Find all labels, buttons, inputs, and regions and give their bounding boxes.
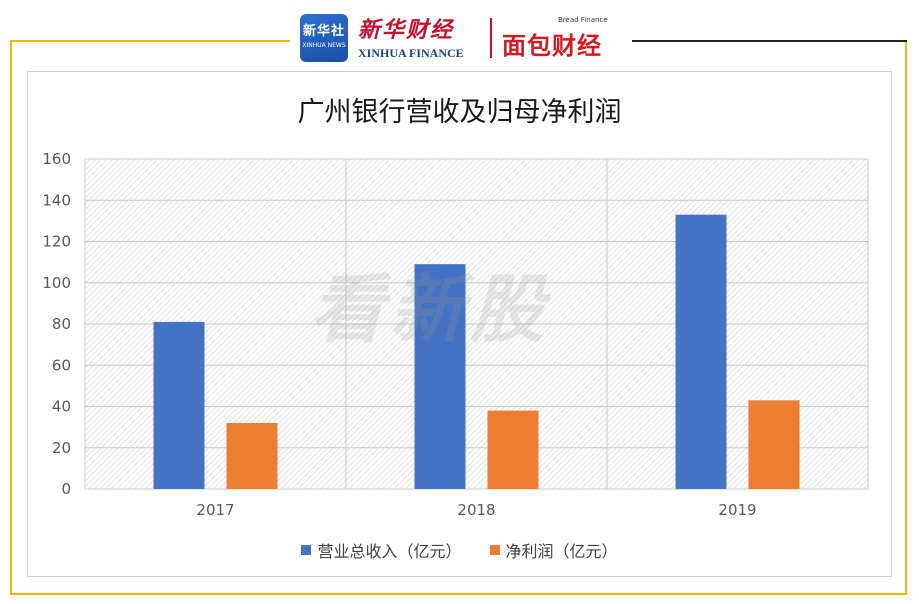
xinhua-finance-logo-cn: 新华财经 xyxy=(358,17,455,43)
bread-finance-logo: Bread Finance 面包财经 xyxy=(502,16,627,60)
watermark: 看新股 xyxy=(310,267,550,353)
bar-net-profit-2019 xyxy=(748,400,800,489)
y-tick-label: 120 xyxy=(42,233,71,251)
logo-separator xyxy=(490,18,492,58)
xinhua-finance-logo-en: XINHUA FINANCE xyxy=(358,46,464,60)
y-tick-label: 160 xyxy=(42,150,71,168)
legend-item: 净利润（亿元） xyxy=(489,538,618,562)
y-axis-ticks: 0 20 40 60 80 100 120 140 160 xyxy=(42,150,71,498)
xinhuashe-logo-en: XINHUA NEWS xyxy=(302,42,346,49)
legend-label: 净利润（亿元） xyxy=(505,542,618,561)
header-gap xyxy=(290,30,635,52)
header-rule xyxy=(632,40,907,42)
chart-title: 广州银行营收及归母净利润 xyxy=(297,97,622,128)
x-tick-label: 2018 xyxy=(457,501,495,519)
xinhuashe-logo: 新华社 XINHUA NEWS xyxy=(300,14,348,62)
y-tick-label: 0 xyxy=(61,480,71,498)
x-axis-ticks: 2017 2018 2019 xyxy=(196,501,756,519)
y-tick-label: 100 xyxy=(42,274,71,292)
bar-revenue-2019 xyxy=(675,214,727,489)
bar-net-profit-2018 xyxy=(487,410,539,489)
y-tick-label: 20 xyxy=(52,439,71,457)
x-tick-label: 2019 xyxy=(718,501,756,519)
y-tick-label: 140 xyxy=(42,191,71,209)
legend-label: 营业总收入（亿元） xyxy=(317,542,462,561)
bread-finance-logo-cn: 面包财经 xyxy=(502,32,602,60)
xinhua-finance-logo: 新华财经 XINHUA FINANCE xyxy=(358,12,468,64)
header-logos: 新华社 XINHUA NEWS 新华财经 XINHUA FINANCE Brea… xyxy=(300,8,630,64)
legend-item: 营业总收入（亿元） xyxy=(301,538,462,562)
gridlines xyxy=(84,158,869,490)
y-tick-label: 40 xyxy=(52,398,71,416)
bar-net-profit-2017 xyxy=(226,423,278,489)
chart-legend: 营业总收入（亿元） 净利润（亿元） xyxy=(0,538,919,562)
bar-revenue-2017 xyxy=(153,321,205,489)
bar-revenue-2018 xyxy=(414,264,466,489)
legend-swatch xyxy=(489,545,500,555)
x-tick-label: 2017 xyxy=(196,501,234,519)
y-tick-label: 60 xyxy=(52,356,71,374)
xinhuashe-logo-cn: 新华社 xyxy=(302,24,345,39)
bread-finance-logo-en: Bread Finance xyxy=(558,16,608,24)
bars xyxy=(153,214,800,489)
y-tick-label: 80 xyxy=(52,315,71,333)
legend-swatch xyxy=(301,545,312,555)
